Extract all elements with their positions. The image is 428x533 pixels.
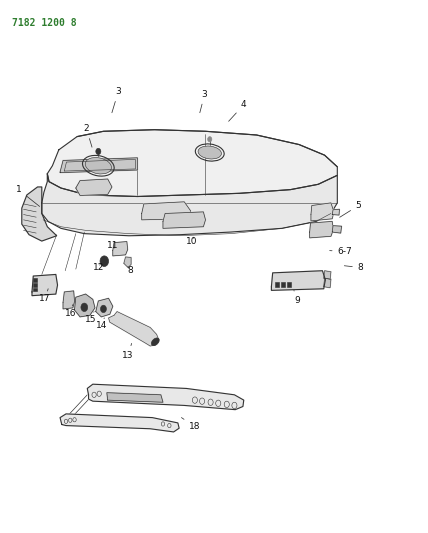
Bar [33, 288, 37, 292]
Polygon shape [163, 212, 205, 228]
Text: 6-7: 6-7 [330, 247, 352, 256]
Circle shape [96, 148, 101, 155]
Text: 8: 8 [127, 266, 133, 275]
Circle shape [81, 303, 88, 312]
Text: 18: 18 [181, 417, 201, 431]
Polygon shape [32, 274, 57, 296]
Bar [275, 282, 279, 287]
Polygon shape [60, 158, 137, 173]
Polygon shape [48, 130, 337, 197]
Bar [281, 282, 285, 287]
Bar [33, 278, 37, 282]
Bar [33, 283, 37, 287]
Polygon shape [22, 187, 56, 241]
Polygon shape [63, 291, 74, 309]
Text: 15: 15 [85, 312, 96, 324]
Polygon shape [324, 271, 331, 279]
Bar [287, 282, 291, 287]
Ellipse shape [152, 338, 159, 345]
Polygon shape [310, 221, 333, 238]
Polygon shape [271, 271, 325, 290]
Text: 11: 11 [107, 241, 119, 250]
Polygon shape [107, 393, 163, 402]
Polygon shape [124, 257, 131, 268]
Polygon shape [311, 203, 334, 221]
Polygon shape [96, 298, 113, 317]
Polygon shape [332, 225, 342, 233]
Polygon shape [324, 278, 331, 288]
Text: 1: 1 [15, 185, 40, 206]
Polygon shape [332, 209, 339, 215]
Text: 9: 9 [294, 290, 300, 305]
Polygon shape [87, 384, 244, 410]
Text: 3: 3 [112, 87, 121, 112]
Text: 2: 2 [83, 124, 92, 147]
Polygon shape [42, 174, 337, 236]
Text: 5: 5 [340, 201, 362, 217]
Ellipse shape [85, 158, 111, 174]
Polygon shape [76, 179, 112, 196]
Circle shape [100, 256, 109, 266]
Circle shape [101, 305, 107, 313]
Text: 4: 4 [229, 100, 247, 122]
Text: 10: 10 [186, 237, 198, 246]
Text: 8: 8 [345, 263, 363, 272]
Text: 3: 3 [200, 90, 208, 112]
Polygon shape [60, 414, 179, 432]
Polygon shape [109, 312, 159, 346]
Text: 7182 1200 8: 7182 1200 8 [12, 18, 77, 28]
Ellipse shape [198, 146, 221, 159]
Text: 17: 17 [39, 289, 51, 303]
Polygon shape [113, 241, 128, 256]
Text: 12: 12 [92, 263, 104, 272]
Text: 14: 14 [95, 318, 107, 330]
Circle shape [208, 136, 212, 142]
Polygon shape [142, 202, 190, 220]
Text: 16: 16 [65, 305, 77, 318]
Polygon shape [74, 294, 95, 317]
Text: 13: 13 [122, 343, 134, 360]
